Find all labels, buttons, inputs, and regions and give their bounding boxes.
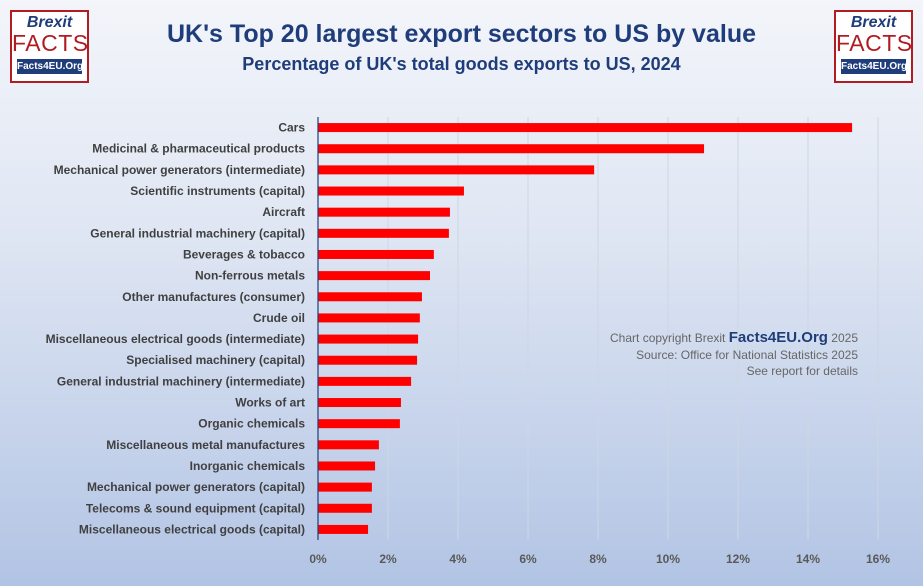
copyright-note: Chart copyright Brexit Facts4EU.Org 2025: [610, 329, 858, 346]
chart-title: UK's Top 20 largest export sectors to US…: [167, 20, 756, 48]
bar: [318, 292, 422, 302]
bar: [318, 482, 372, 492]
x-tick-label: 0%: [309, 552, 327, 566]
copyright-brand: Facts4EU.Org: [728, 329, 828, 346]
logo-text: FACTS: [12, 30, 89, 56]
logo-text: Facts4EU.Org: [841, 59, 908, 74]
bar: [318, 461, 376, 471]
category-label: Other manufactures (consumer): [122, 290, 305, 304]
category-label: Aircraft: [262, 205, 305, 219]
category-label: Medicinal & pharmaceutical products: [92, 142, 305, 156]
category-label: Inorganic chemicals: [190, 459, 306, 473]
category-label: Crude oil: [253, 311, 305, 325]
bar: [318, 398, 401, 408]
bar: [318, 186, 464, 196]
category-label: Beverages & tobacco: [183, 247, 305, 261]
bar: [318, 123, 853, 133]
logo-text: Brexit: [26, 14, 73, 31]
x-tick-label: 12%: [726, 552, 750, 566]
copyright-prefix: Chart copyright Brexit: [610, 331, 726, 345]
category-label: Scientific instruments (capital): [130, 184, 305, 198]
category-label: Works of art: [235, 396, 305, 410]
bar: [318, 249, 434, 259]
x-tick-label: 4%: [449, 552, 467, 566]
bar: [318, 313, 420, 323]
x-tick-label: 16%: [866, 552, 890, 566]
category-label: Cars: [278, 121, 305, 135]
x-tick-label: 8%: [589, 552, 607, 566]
bar: [318, 165, 595, 175]
category-label: Mechanical power generators (intermediat…: [54, 163, 305, 177]
bar: [318, 207, 450, 217]
bar: [318, 144, 705, 154]
details-note: See report for details: [746, 364, 858, 378]
x-tick-label: 2%: [379, 552, 397, 566]
logo-text: Brexit: [850, 14, 897, 31]
category-label: Telecoms & sound equipment (capital): [86, 501, 305, 515]
logo-text: Facts4EU.Org: [17, 59, 84, 74]
category-label: General industrial machinery (intermedia…: [57, 374, 305, 388]
brexit-facts-logo-right: Brexit FACTS Facts4EU.Org: [834, 10, 913, 83]
bar: [318, 376, 412, 386]
category-label: Mechanical power generators (capital): [87, 480, 305, 494]
bar: [318, 355, 418, 365]
category-label: Specialised machinery (capital): [126, 353, 305, 367]
category-label: General industrial machinery (capital): [90, 226, 305, 240]
source-note: Source: Office for National Statistics 2…: [636, 348, 858, 362]
brexit-facts-logo-left: Brexit FACTS Facts4EU.Org: [10, 10, 89, 83]
logo-text: FACTS: [836, 30, 913, 56]
bar: [318, 524, 369, 534]
bar: [318, 503, 372, 513]
category-label: Miscellaneous electrical goods (intermed…: [46, 332, 305, 346]
bar: [318, 334, 419, 344]
category-label: Non-ferrous metals: [195, 269, 305, 283]
x-tick-label: 14%: [796, 552, 820, 566]
chart-subtitle: Percentage of UK's total goods exports t…: [242, 54, 681, 74]
category-label: Miscellaneous electrical goods (capital): [79, 522, 305, 536]
bar: [318, 419, 400, 429]
bar: [318, 440, 379, 450]
copyright-year: 2025: [831, 331, 858, 345]
bar: [318, 228, 449, 238]
category-label: Miscellaneous metal manufactures: [106, 438, 305, 452]
x-tick-label: 10%: [656, 552, 680, 566]
category-label: Organic chemicals: [198, 417, 305, 431]
bar: [318, 271, 430, 281]
x-tick-label: 6%: [519, 552, 537, 566]
